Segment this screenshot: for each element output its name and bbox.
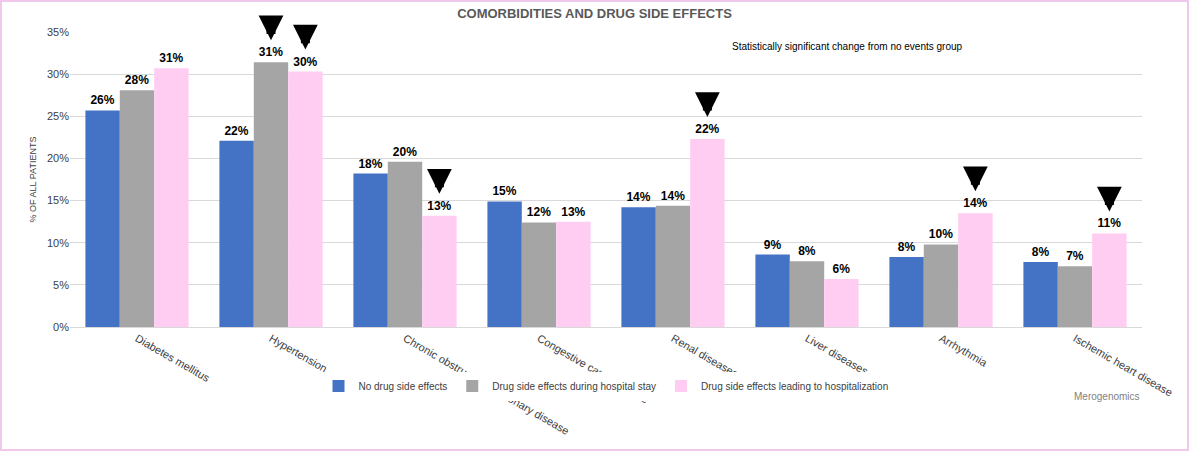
svg-text:15%: 15% [492,184,516,198]
svg-text:11%: 11% [1098,216,1122,230]
svg-text:Arrhythmia: Arrhythmia [937,332,990,369]
svg-text:% OF ALL PATIENTS: % OF ALL PATIENTS [28,137,38,223]
svg-text:10%: 10% [929,227,953,241]
svg-text:14%: 14% [963,196,987,210]
svg-text:20%: 20% [393,145,417,159]
svg-text:8%: 8% [1032,245,1050,259]
svg-text:Hypertension: Hypertension [267,332,329,375]
svg-text:Drug side effects leading to h: Drug side effects leading to hospitaliza… [701,381,888,392]
svg-text:12%: 12% [527,205,551,219]
svg-text:8%: 8% [898,240,916,254]
svg-text:Statistically significant chan: Statistically significant change from no… [732,41,963,52]
svg-text:Renal diseases: Renal diseases [669,331,741,380]
svg-text:26%: 26% [90,93,114,107]
svg-text:13%: 13% [561,205,585,219]
svg-text:Chronic obstructive pulmonary: Chronic obstructive pulmonary disease [401,331,572,437]
svg-text:31%: 31% [259,45,283,59]
svg-text:22%: 22% [224,124,248,138]
svg-text:9%: 9% [764,238,782,252]
svg-text:Congestive cardiac failure: Congestive cardiac failure [535,331,651,406]
svg-text:14%: 14% [661,189,685,203]
svg-text:Drug side effects during hospi: Drug side effects during hospital stay [492,381,656,392]
svg-text:No drug side effects: No drug side effects [359,381,448,392]
svg-text:Merogenomics: Merogenomics [1074,391,1140,402]
svg-text:0%: 0% [53,321,69,333]
svg-text:13%: 13% [427,199,451,213]
svg-text:8%: 8% [798,244,816,258]
svg-text:35%: 35% [47,26,69,38]
svg-text:Diabetes mellitus: Diabetes mellitus [133,332,212,385]
svg-text:30%: 30% [47,68,69,80]
svg-text:14%: 14% [626,190,650,204]
svg-text:31%: 31% [159,51,183,65]
svg-text:18%: 18% [358,157,382,171]
svg-text:7%: 7% [1066,249,1084,263]
svg-text:15%: 15% [47,194,69,206]
svg-text:30%: 30% [293,55,317,69]
svg-text:6%: 6% [833,262,851,276]
svg-text:Liver diseases: Liver diseases [803,332,870,378]
svg-text:20%: 20% [47,152,69,164]
svg-text:22%: 22% [695,122,719,136]
svg-text:COMORBIDITIES AND DRUG SIDE EF: COMORBIDITIES AND DRUG SIDE EFFECTS [457,6,732,21]
svg-text:10%: 10% [47,237,69,249]
svg-text:25%: 25% [47,110,69,122]
svg-text:5%: 5% [53,279,69,291]
svg-text:28%: 28% [125,73,149,87]
svg-text:Ischemic heart disease: Ischemic heart disease [1071,332,1174,399]
